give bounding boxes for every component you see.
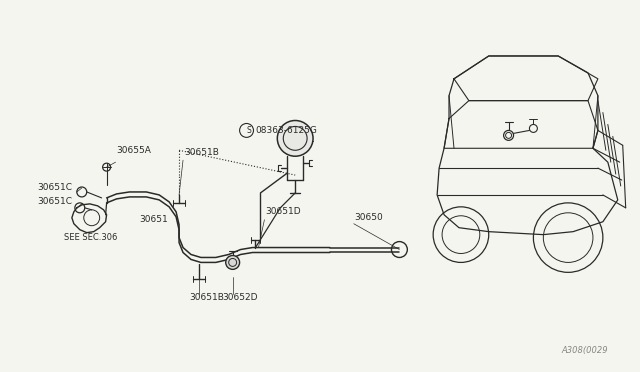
- Text: S: S: [246, 126, 251, 135]
- Text: 30651C: 30651C: [37, 183, 72, 192]
- Text: 08363-6125G: 08363-6125G: [255, 126, 317, 135]
- Text: SEE SEC.306: SEE SEC.306: [64, 233, 117, 242]
- Text: A308(0029: A308(0029: [561, 346, 608, 355]
- Text: 30652D: 30652D: [223, 293, 258, 302]
- Text: 30651D: 30651D: [266, 207, 301, 216]
- Text: 30651C: 30651C: [37, 198, 72, 206]
- Text: 30651B: 30651B: [184, 148, 219, 157]
- Circle shape: [277, 121, 313, 156]
- Circle shape: [226, 256, 239, 269]
- Text: 30650: 30650: [355, 213, 383, 222]
- Text: 30655A: 30655A: [116, 146, 152, 155]
- Text: 30651B: 30651B: [189, 293, 224, 302]
- Text: 30651: 30651: [140, 215, 168, 224]
